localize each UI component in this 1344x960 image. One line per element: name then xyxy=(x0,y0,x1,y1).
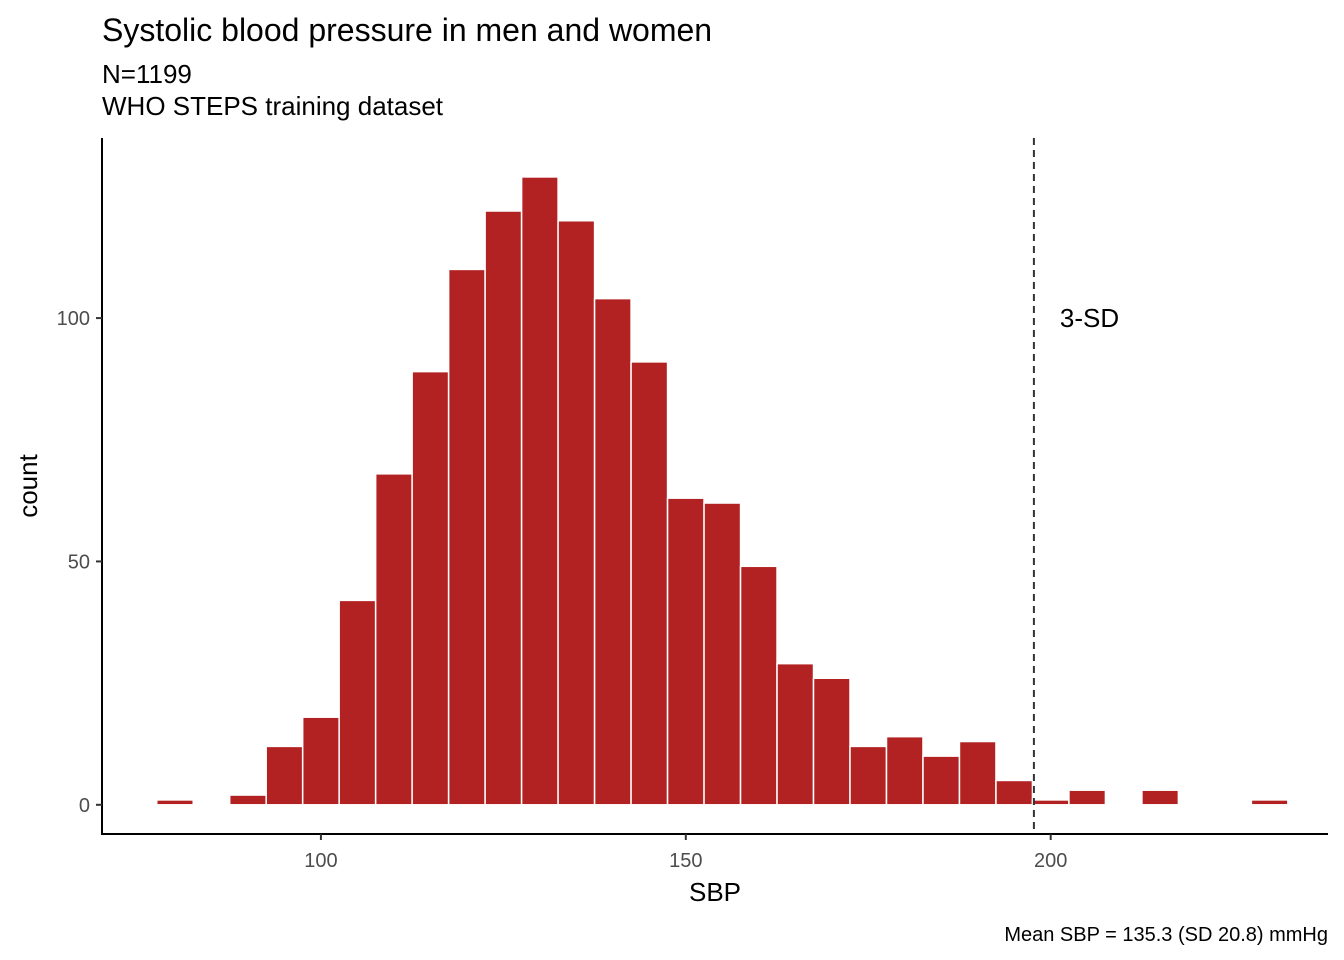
histogram-bar xyxy=(1068,789,1107,806)
x-tick-label: 150 xyxy=(669,850,702,872)
histogram-bar xyxy=(484,210,523,806)
histogram-bar xyxy=(1031,799,1070,806)
histogram-bar xyxy=(155,799,194,806)
x-axis-title: SBP xyxy=(689,877,741,907)
chart-title: Systolic blood pressure in men and women xyxy=(102,12,712,48)
histogram-bar xyxy=(301,716,340,806)
histogram-bar xyxy=(703,502,742,806)
histogram-bar xyxy=(520,176,559,806)
histogram-bar xyxy=(995,779,1034,806)
histogram-bar xyxy=(958,740,997,806)
histogram-bar xyxy=(776,662,815,806)
reference-line-group: 3-SD xyxy=(1032,138,1119,834)
reference-line-label: 3-SD xyxy=(1060,303,1119,333)
histogram-bar xyxy=(739,565,778,806)
y-tick-label: 0 xyxy=(79,795,90,817)
y-tick-label: 100 xyxy=(57,308,90,330)
histogram-bar xyxy=(885,735,924,806)
histogram-bar xyxy=(593,297,632,806)
histogram-bar xyxy=(1250,799,1289,806)
histogram-bar xyxy=(812,677,851,806)
histogram-bar xyxy=(228,794,267,806)
histogram-bar xyxy=(922,755,961,806)
histogram-bar xyxy=(447,268,486,806)
chart-subtitle-line-1: N=1199 xyxy=(102,59,192,89)
histogram-bar xyxy=(411,370,450,806)
chart-subtitle-line-2: WHO STEPS training dataset xyxy=(102,91,444,121)
y-axis-ticks: 0 50 100 xyxy=(57,308,102,817)
histogram-bar xyxy=(338,599,377,806)
histogram-bars xyxy=(155,176,1289,806)
x-tick-label: 100 xyxy=(304,850,337,872)
histogram-bar xyxy=(265,745,304,806)
histogram-bar xyxy=(849,745,888,806)
y-axis-title: count xyxy=(13,453,43,517)
histogram-bar xyxy=(630,361,669,806)
histogram-bar xyxy=(666,497,705,806)
chart-caption: Mean SBP = 135.3 (SD 20.8) mmHg xyxy=(1004,924,1328,946)
x-axis-ticks: 100 150 200 xyxy=(304,834,1067,872)
histogram-bar xyxy=(374,473,413,806)
y-tick-label: 50 xyxy=(68,551,90,573)
x-tick-label: 200 xyxy=(1034,850,1067,872)
histogram-bar xyxy=(557,219,596,806)
histogram-bar xyxy=(1141,789,1180,806)
